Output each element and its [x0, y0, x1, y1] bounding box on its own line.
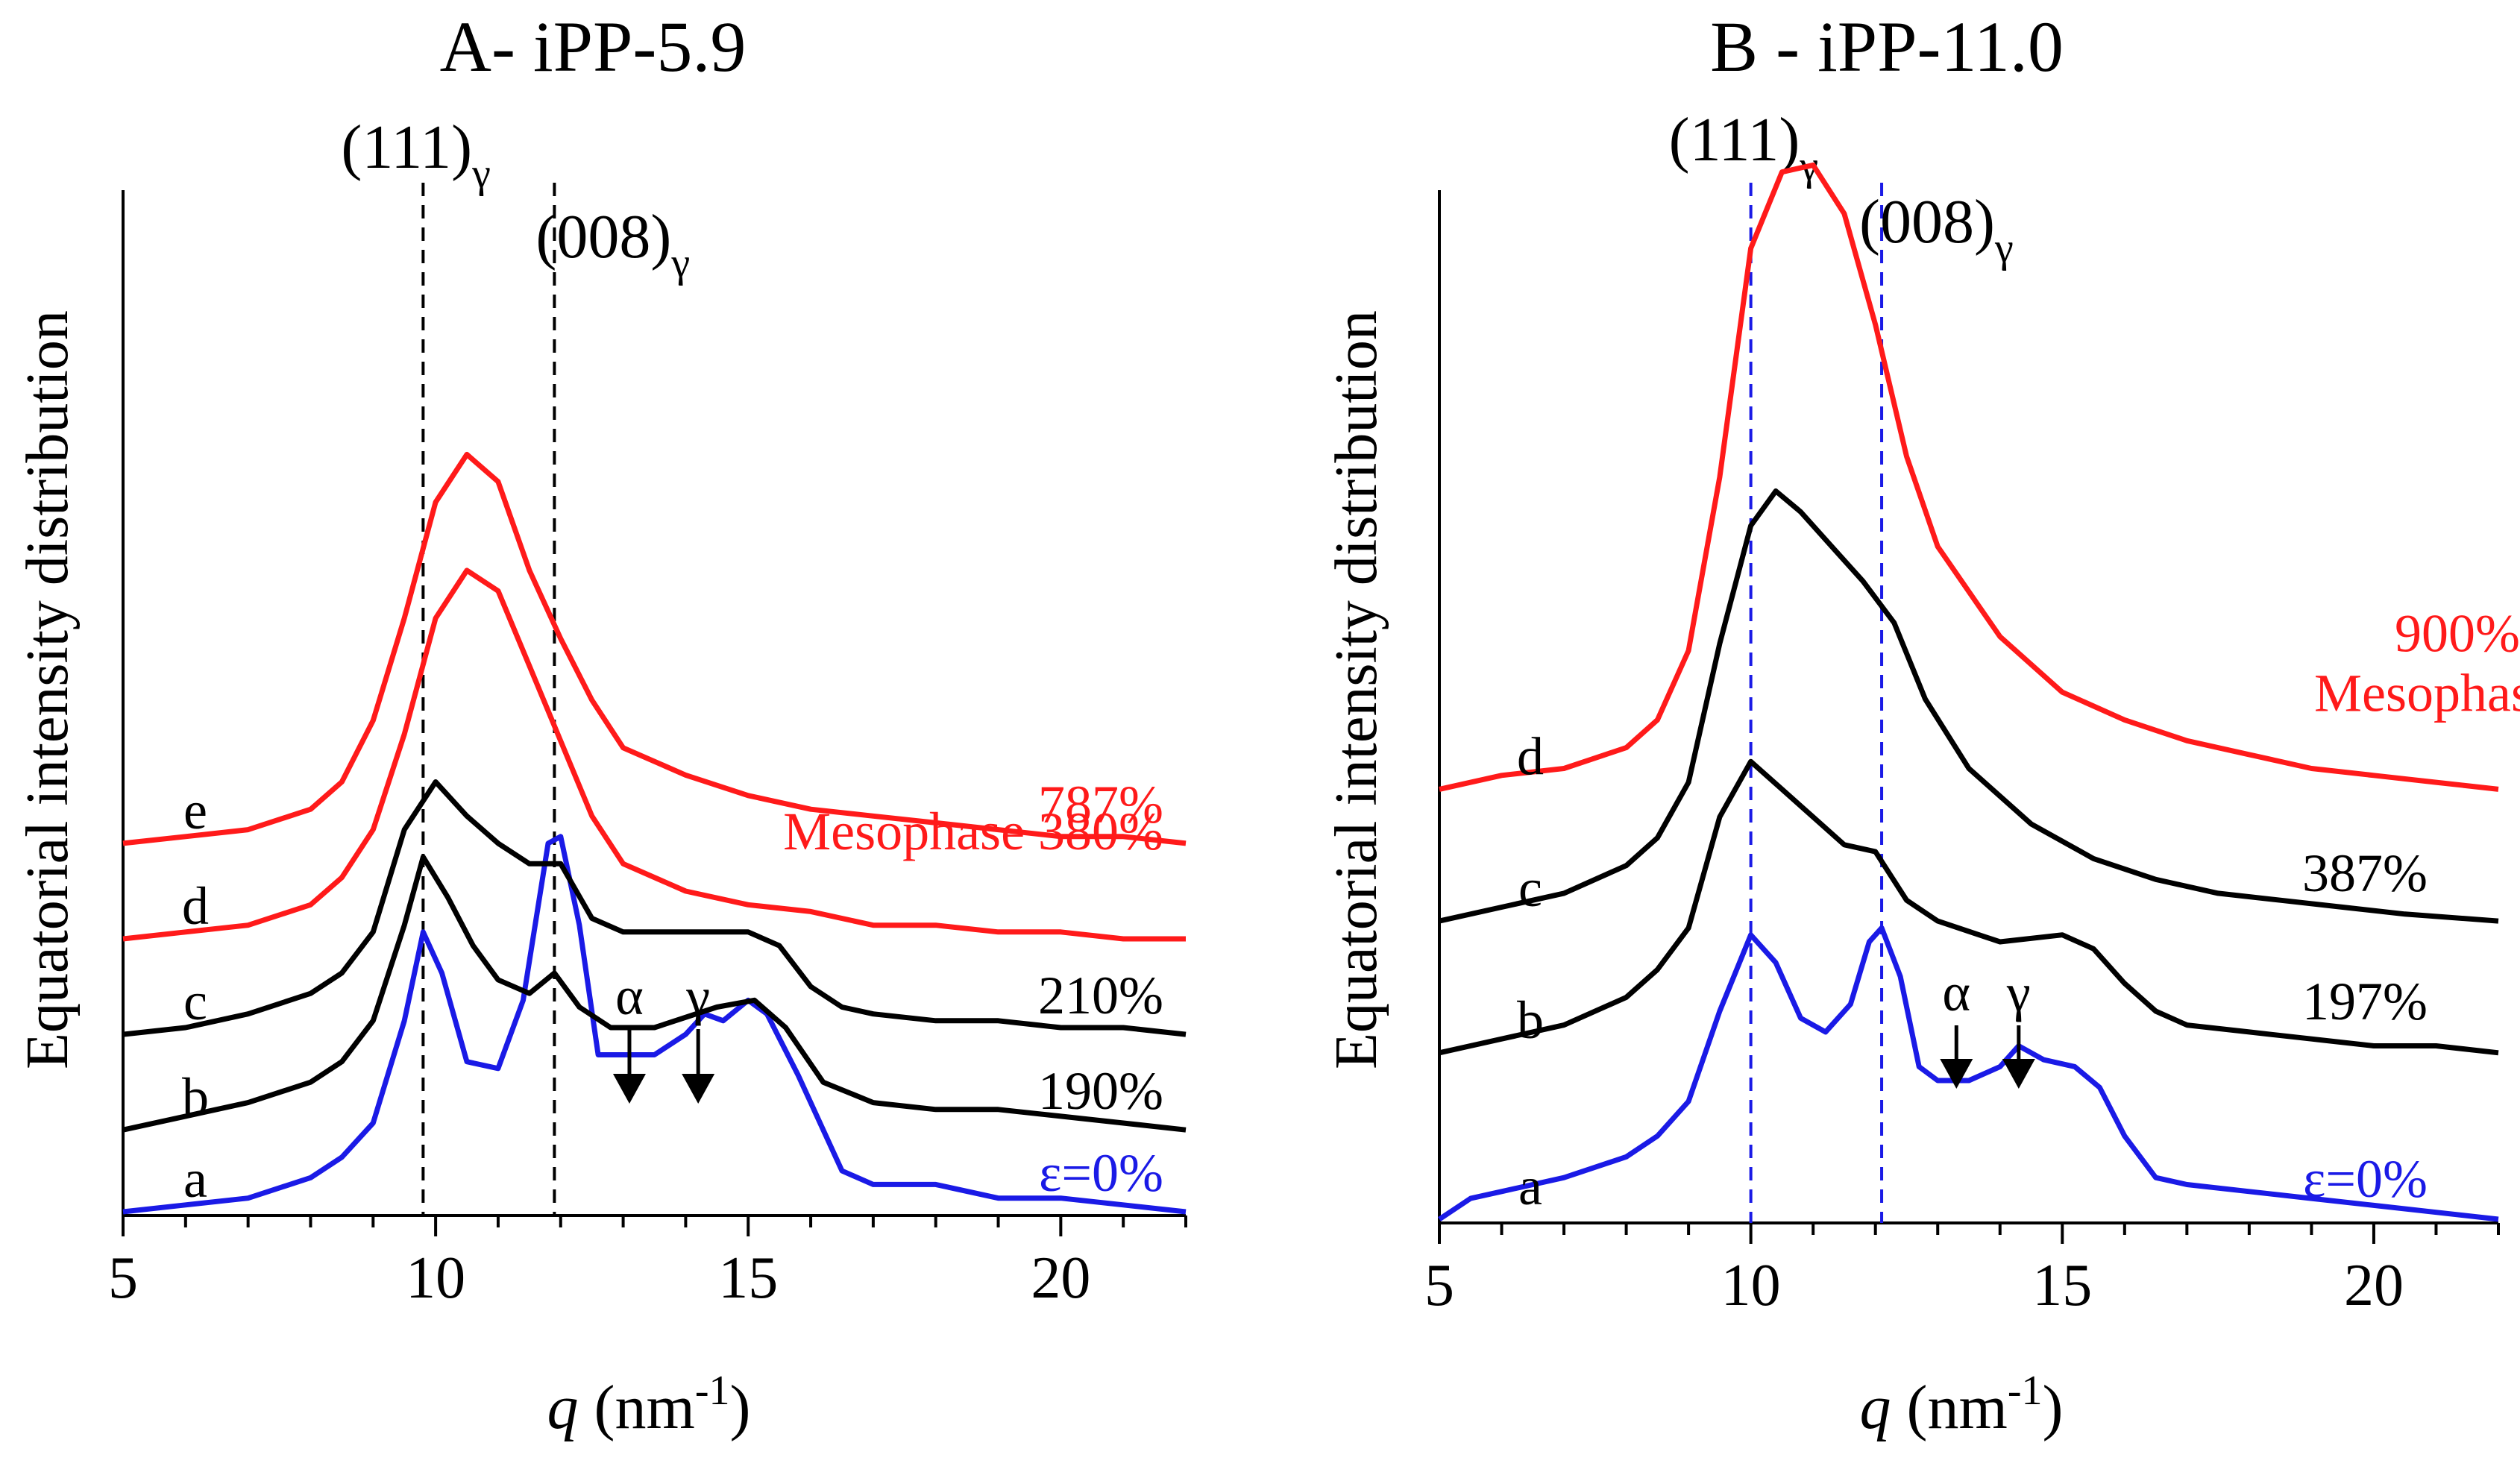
arrow-label-a: α: [615, 966, 644, 1026]
reference-label-a: (111)γ: [341, 113, 490, 197]
reference-label-b: (111)γ: [1669, 105, 1818, 189]
series-letter-a-a: a: [183, 1149, 207, 1209]
series-line-a-c: [122, 779, 1187, 1037]
arrow-label-a: γ: [685, 966, 710, 1026]
series-strain-label-b-a: ε=0%: [2303, 1149, 2428, 1209]
arrow-label-b: γ: [2006, 963, 2031, 1022]
x-tick-label-b: 5: [1424, 1253, 1454, 1318]
reference-label-a: (008)γ: [535, 202, 690, 286]
series-letter-b-b: b: [1517, 990, 1544, 1050]
series-strain-label-a-e: 787%: [1038, 775, 1163, 834]
panel-b-ylabel: Equatorial intensity distribution: [1324, 310, 1389, 1069]
series-letter-a-b: b: [182, 1067, 209, 1127]
series-strain-label-a-b: 190%: [1038, 1061, 1163, 1121]
series-line-b-c: [1439, 488, 2499, 924]
series-letter-b-c: c: [1518, 858, 1542, 918]
x-tick-label-a: 15: [718, 1245, 778, 1311]
series-letter-a-d: d: [182, 876, 209, 936]
panel-b-title: B - iPP-11.0: [1710, 7, 2064, 87]
series-letter-a-c: c: [183, 972, 207, 1031]
arrow-head-b: [2002, 1059, 2035, 1089]
series-line-a-d: [122, 567, 1186, 942]
series-line-b-a: [1438, 925, 2499, 1222]
panel-b-xlabel: q (nm-1): [1860, 1368, 2064, 1442]
x-tick-label-b: 20: [2344, 1253, 2404, 1318]
x-tick-label-a: 20: [1031, 1245, 1090, 1311]
plot-area-a: 5 10 15 20(111)γ(008)γa ε=0%b 190%c 210%dMesop…: [108, 113, 1187, 1311]
series-line-b-b: [1439, 758, 2499, 1056]
x-tick-label-a: 10: [406, 1245, 465, 1311]
series-strain-label-a-c: 210%: [1038, 966, 1163, 1025]
panel-b: B - iPP-11.0 Equatorial intensity distri…: [1324, 7, 2520, 1442]
arrow-head-a: [612, 1074, 646, 1104]
arrow-head-b: [1940, 1059, 1973, 1089]
x-tick-label-a: 5: [108, 1245, 138, 1311]
series-line-a-e: [122, 451, 1187, 846]
series-strain-label-b-c: 387%: [2302, 843, 2428, 903]
series-letter-b-d: d: [1517, 726, 1544, 786]
x-tick-label-b: 15: [2032, 1253, 2092, 1318]
series-letter-a-e: e: [183, 781, 207, 840]
series-strain-label-b-d: 900%: [2395, 603, 2520, 663]
series-line-a-a: [122, 834, 1187, 1215]
panel-a-ylabel: Equatorial intensity distribution: [15, 310, 81, 1069]
series-line-b-d: [1439, 162, 2499, 792]
plot-area-b: 5 10 15 20 (111)γ (008)γ a ε=0% b 197% c 387% d 900%M…: [1424, 105, 2520, 1318]
panel-a: A- iPP-5.9 Equatorial intensity distribu…: [15, 7, 1187, 1442]
x-tick-label-b: 10: [1721, 1253, 1781, 1318]
series-strain-label-b-b: 197%: [2302, 972, 2428, 1031]
series-strain-label-a-a: ε=0%: [1039, 1143, 1163, 1203]
panel-a-title: A- iPP-5.9: [440, 7, 747, 87]
arrow-label-b: α: [1942, 963, 1970, 1022]
series-letter-b-a: a: [1518, 1157, 1542, 1216]
reference-label-b: (008)γ: [1859, 187, 2014, 271]
panel-a-xlabel: q (nm-1): [547, 1368, 751, 1442]
arrow-head-a: [682, 1074, 715, 1104]
series-line-a-b: [122, 854, 1187, 1133]
series-phase-label-b-d: Mesophase: [2314, 663, 2520, 723]
